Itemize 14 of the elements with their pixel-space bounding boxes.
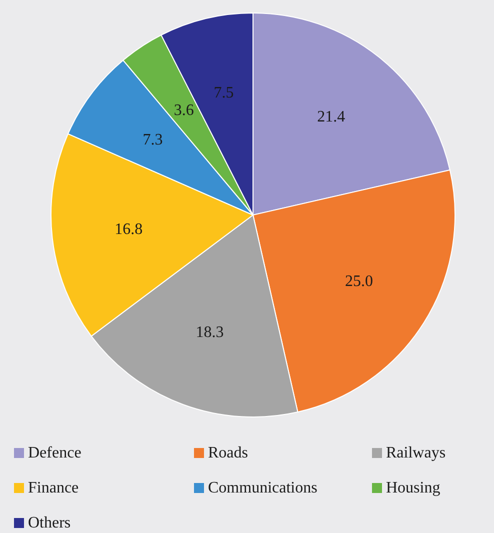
- legend-label: Communications: [208, 480, 318, 496]
- legend-label: Railways: [386, 444, 446, 462]
- legend-label: Defence: [28, 444, 82, 462]
- legend-label: Others: [28, 514, 71, 532]
- data-label: 18.3: [196, 324, 224, 342]
- legend-label: Roads: [208, 444, 248, 462]
- data-label: 16.8: [114, 220, 143, 238]
- data-label: 21.4: [317, 108, 346, 126]
- data-label: 25.0: [345, 273, 374, 290]
- legend-label: Finance: [28, 480, 79, 496]
- legend-label: Housing: [386, 480, 440, 496]
- data-label: 3.6: [174, 102, 194, 120]
- data-label: 7.3: [142, 131, 163, 148]
- data-label: 7.5: [214, 84, 234, 102]
